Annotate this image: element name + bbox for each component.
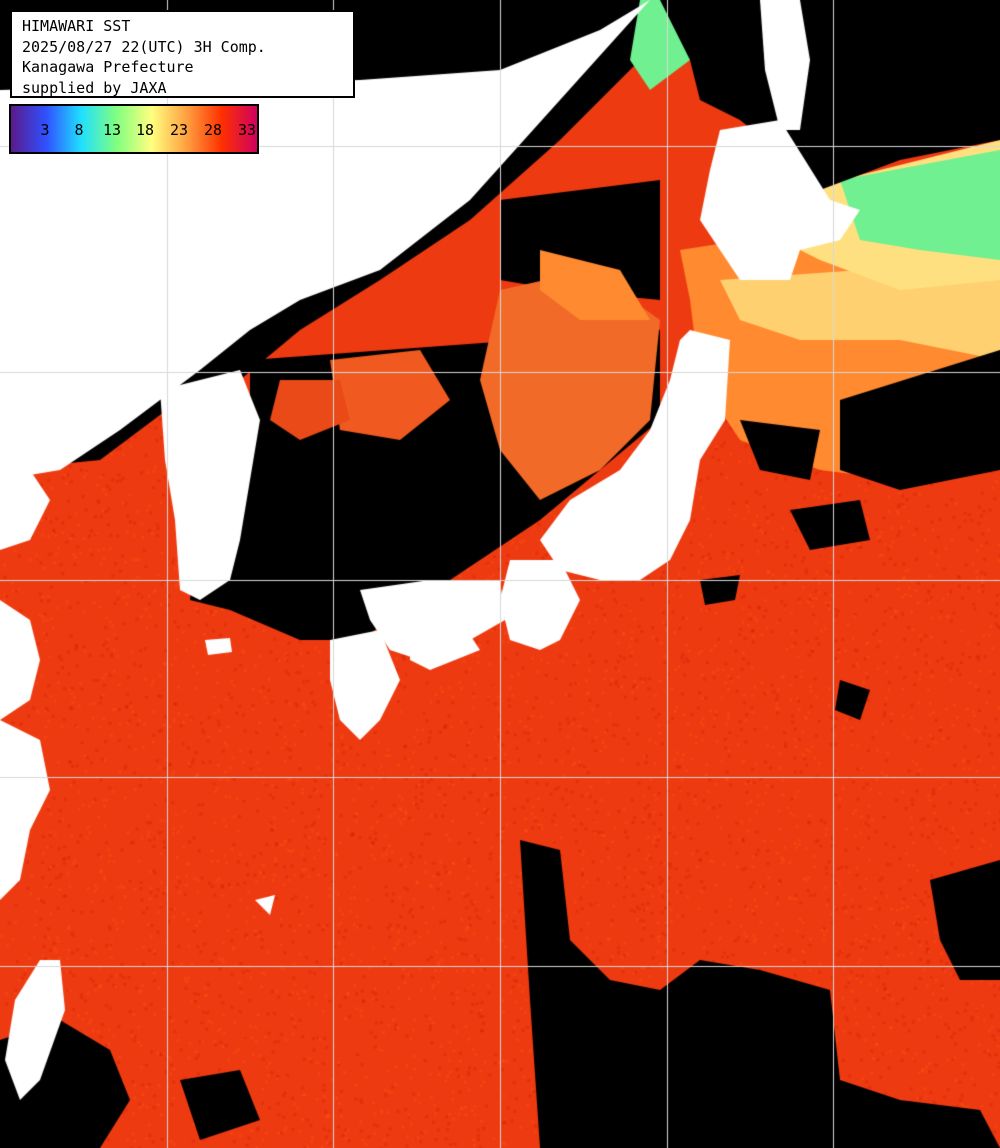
lat-label-40n: 40N xyxy=(14,352,37,367)
legend-tick: 33 xyxy=(238,121,256,139)
legend-tick: 23 xyxy=(170,121,188,139)
title-line: HIMAWARI SST xyxy=(22,16,343,37)
legend-tick: 8 xyxy=(74,121,83,139)
legend-tick: 3 xyxy=(40,121,49,139)
legend-tick: 28 xyxy=(204,121,222,139)
color-scale-legend: 3 8 13 18 23 28 33 xyxy=(9,104,259,154)
legend-tick: 13 xyxy=(103,121,121,139)
region-line: Kanagawa Prefecture xyxy=(22,57,343,78)
datetime-line: 2025/08/27 22(UTC) 3H Comp. xyxy=(22,37,343,58)
title-box: HIMAWARI SST 2025/08/27 22(UTC) 3H Comp.… xyxy=(10,10,355,98)
legend-tick: 18 xyxy=(136,121,154,139)
credit-line: supplied by JAXA xyxy=(22,78,343,99)
lat-label-30n: 30N xyxy=(14,760,37,775)
